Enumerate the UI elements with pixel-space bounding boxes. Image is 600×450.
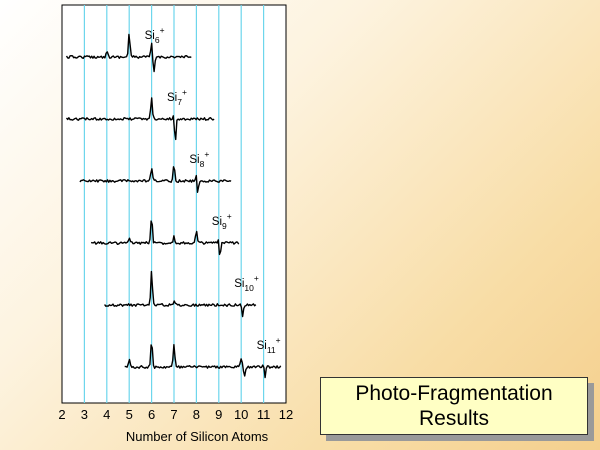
- ion-label-superscript: +: [204, 149, 209, 159]
- spectra-traces: [65, 33, 282, 379]
- spectrum-trace-Si6+: [65, 33, 192, 73]
- spectrum-trace-Si11+: [124, 344, 282, 379]
- ion-label-superscript: +: [227, 211, 232, 221]
- ion-label-subscript: 7: [177, 97, 182, 107]
- x-tick-label: 2: [58, 407, 65, 422]
- x-tick-label: 12: [279, 407, 293, 422]
- x-tick-label: 4: [103, 407, 110, 422]
- ion-label-base: Si: [234, 278, 244, 290]
- slide-title-box: Photo-Fragmentation Results: [320, 377, 588, 435]
- chart-grid: [83, 5, 265, 403]
- x-tick-label: 7: [170, 407, 177, 422]
- x-tick-label: 3: [81, 407, 88, 422]
- spectrum-trace-Si8+: [79, 166, 232, 193]
- x-tick-label: 10: [234, 407, 248, 422]
- spectrum-trace-Si7+: [65, 97, 215, 141]
- spectrum-trace-Si9+: [90, 220, 240, 256]
- ion-label-Si7+: Si7+: [167, 87, 187, 107]
- ion-label-superscript: +: [182, 87, 187, 97]
- ion-label-superscript: +: [160, 25, 165, 35]
- ion-label-base: Si: [212, 216, 222, 228]
- ion-label-subscript: 8: [200, 159, 205, 169]
- ion-label-Si11+: Si11+: [257, 335, 281, 355]
- ion-label-Si10+: Si10+: [234, 273, 259, 293]
- ion-labels: Si6+Si7+Si8+Si9+Si10+Si11+: [145, 25, 281, 355]
- ion-label-base: Si: [189, 154, 199, 166]
- spectrum-trace-Si10+: [104, 270, 257, 318]
- ion-label-subscript: 10: [244, 283, 254, 293]
- ion-label-base: Si: [167, 92, 177, 104]
- x-tick-label: 8: [193, 407, 200, 422]
- ion-label-subscript: 11: [267, 345, 276, 355]
- ion-label-superscript: +: [254, 273, 259, 283]
- ion-label-Si8+: Si8+: [189, 149, 209, 169]
- ion-label-subscript: 6: [155, 35, 160, 45]
- ion-label-base: Si: [145, 30, 155, 42]
- ion-label-base: Si: [257, 340, 267, 352]
- x-axis-ticks: 2 3 4 5 6 7 8 9 10 11 12: [58, 407, 293, 422]
- x-axis-label: Number of Silicon Atoms: [126, 429, 269, 444]
- ion-label-Si9+: Si9+: [212, 211, 232, 231]
- ion-label-subscript: 9: [222, 221, 227, 231]
- slide-title-line1: Photo-Fragmentation: [355, 382, 553, 405]
- slide-title-line2: Results: [418, 407, 490, 430]
- ion-label-superscript: +: [276, 335, 281, 345]
- x-tick-label: 5: [126, 407, 133, 422]
- x-tick-label: 6: [148, 407, 155, 422]
- x-tick-label: 11: [257, 407, 271, 422]
- ion-label-Si6+: Si6+: [145, 25, 165, 45]
- x-tick-label: 9: [215, 407, 222, 422]
